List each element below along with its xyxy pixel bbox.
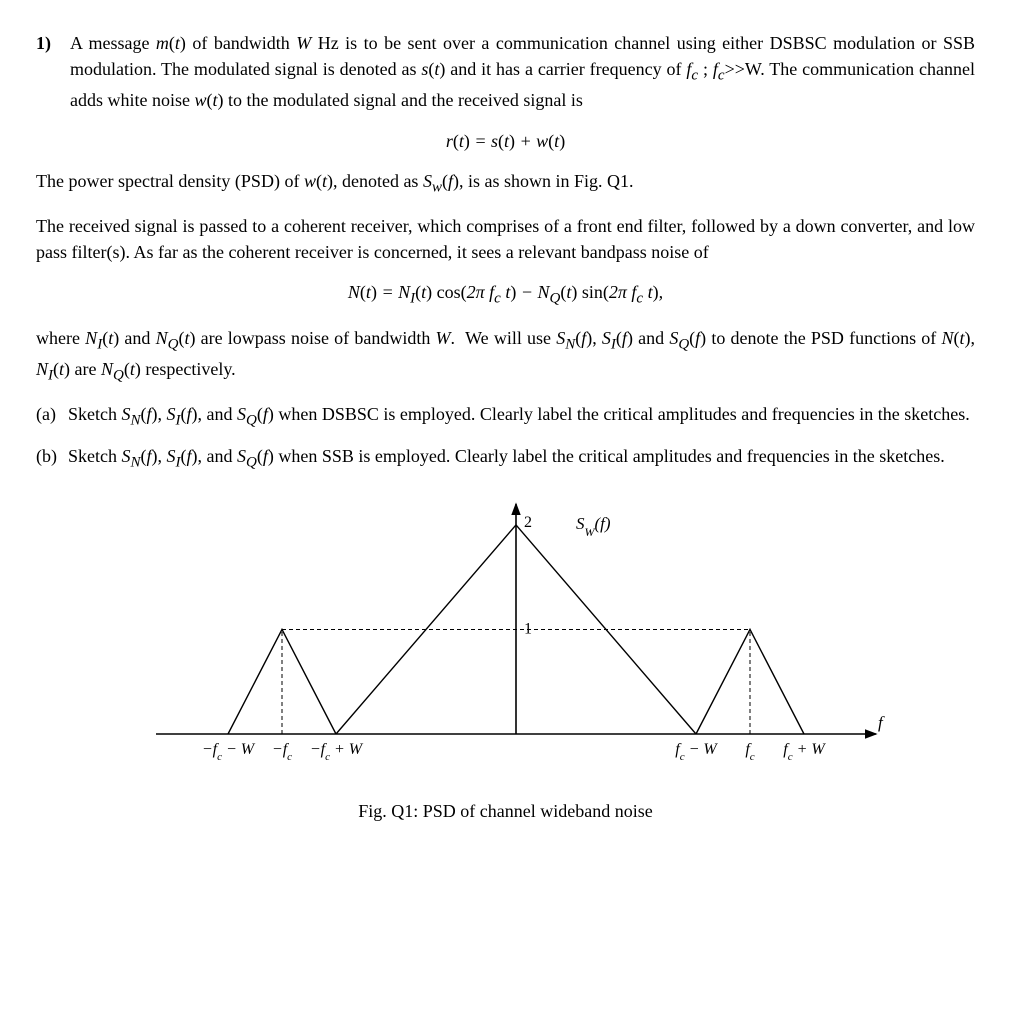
- part-b-text: Sketch SN(f), SI(f), and SQ(f) when SSB …: [68, 443, 945, 474]
- svg-text:fc + W: fc + W: [783, 741, 826, 763]
- q1-part-a: (a) Sketch SN(f), SI(f), and SQ(f) when …: [36, 401, 975, 432]
- q1-p2: The power spectral density (PSD) of w(t)…: [36, 168, 975, 199]
- svg-text:SW(f): SW(f): [576, 514, 611, 539]
- q1-p3: The received signal is passed to a coher…: [36, 213, 975, 265]
- svg-text:−fc + W: −fc + W: [309, 741, 363, 763]
- part-a-label: (a): [36, 401, 62, 432]
- q1-para1: 1) A message m(t) of bandwidth W Hz is t…: [36, 30, 975, 114]
- svg-text:fc − W: fc − W: [675, 741, 718, 763]
- svg-text:f: f: [878, 713, 885, 732]
- eq-r: r(t) = s(t) + w(t): [36, 128, 975, 154]
- svg-text:1: 1: [524, 620, 532, 637]
- eq-N: N(t) = NI(t) cos(2π fc t) − NQ(t) sin(2π…: [36, 279, 975, 310]
- part-b-label: (b): [36, 443, 62, 474]
- q1-p1-text: A message m(t) of bandwidth W Hz is to b…: [70, 30, 975, 114]
- psd-plot: 1 2 SW(f) f −fc − W −fc −fc + W fc − W fc fc + W: [96, 484, 916, 784]
- svg-text:fc: fc: [745, 741, 754, 763]
- svg-text:2: 2: [524, 514, 532, 531]
- figure-caption: Fig. Q1: PSD of channel wideband noise: [36, 798, 975, 824]
- q1-number: 1): [36, 30, 58, 114]
- part-a-text: Sketch SN(f), SI(f), and SQ(f) when DSBS…: [68, 401, 970, 432]
- q1-p4: where NI(t) and NQ(t) are lowpass noise …: [36, 325, 975, 388]
- svg-text:−fc: −fc: [271, 741, 291, 763]
- svg-text:−fc − W: −fc − W: [201, 741, 255, 763]
- q1-part-b: (b) Sketch SN(f), SI(f), and SQ(f) when …: [36, 443, 975, 474]
- figure-q1: 12SW(f)f−fc − W−fc−fc + Wfc − Wfcfc + W …: [36, 484, 975, 824]
